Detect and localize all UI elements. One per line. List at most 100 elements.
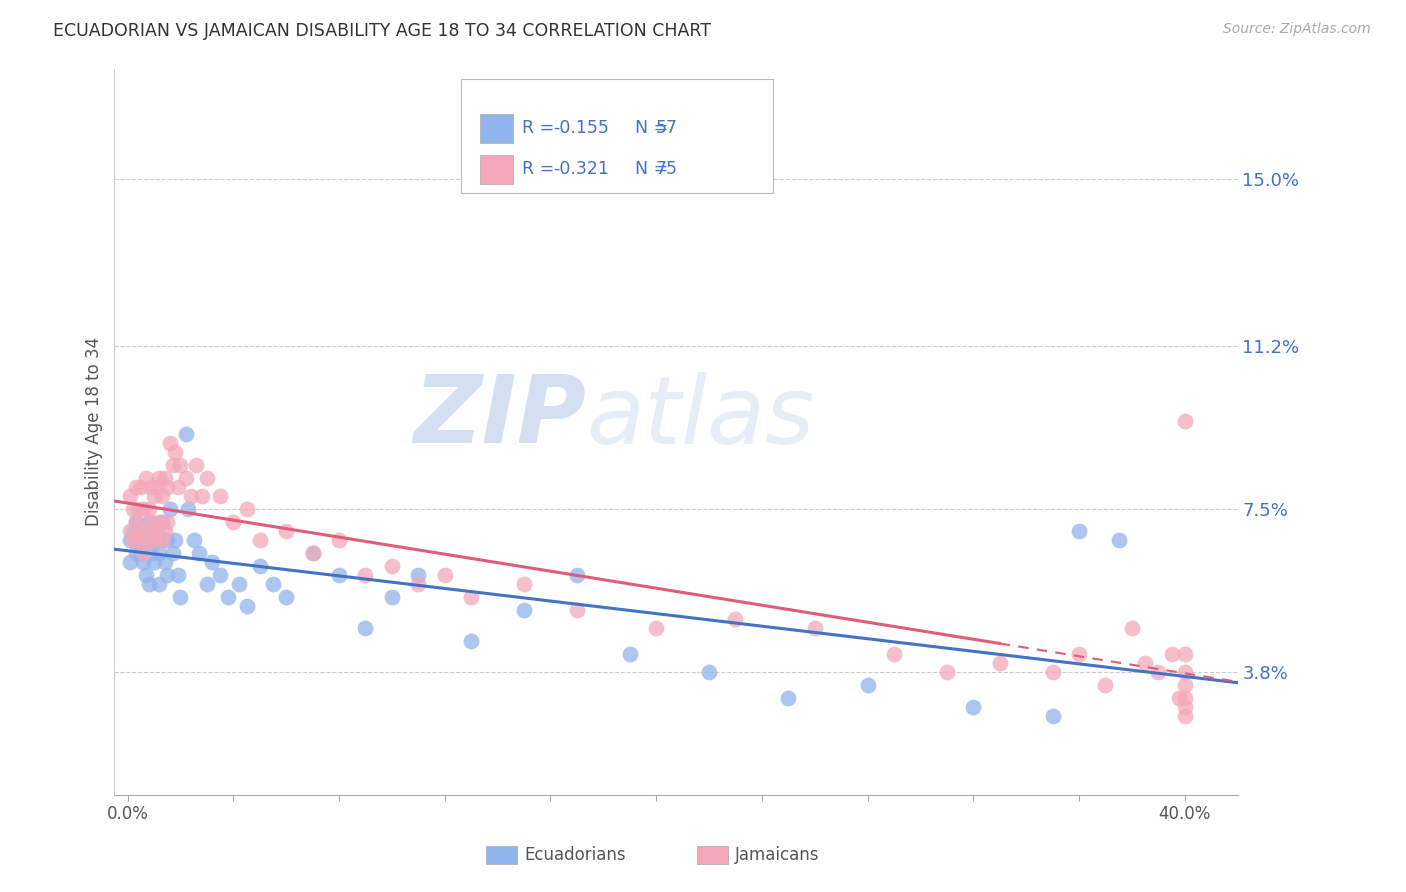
Point (354, 568, 377, 582)
Point (143, 555, 166, 569)
Point (276, 524, 298, 538)
Point (124, 515, 146, 529)
Point (1174, 700, 1197, 714)
Point (935, 665, 957, 679)
Text: ECUADORIAN VS JAMAICAN DISABILITY AGE 18 TO 34 CORRELATION CHART: ECUADORIAN VS JAMAICAN DISABILITY AGE 18… (53, 22, 711, 40)
Point (1168, 691, 1191, 706)
Point (159, 501, 181, 516)
Point (195, 471, 218, 485)
Point (143, 524, 166, 538)
Point (150, 489, 173, 503)
Point (962, 700, 984, 714)
Point (135, 568, 157, 582)
Point (177, 501, 200, 516)
Point (433, 568, 456, 582)
Point (138, 576, 160, 591)
Point (301, 546, 323, 560)
Point (127, 533, 149, 547)
Point (222, 515, 245, 529)
Point (328, 533, 350, 547)
Text: Jamaicans: Jamaicans (735, 847, 820, 864)
Text: 57: 57 (657, 120, 678, 137)
Point (153, 524, 176, 538)
Point (153, 471, 176, 485)
Point (138, 515, 160, 529)
Text: atlas: atlas (586, 372, 814, 463)
Point (565, 568, 588, 582)
Point (697, 665, 720, 679)
Point (145, 480, 167, 494)
Point (127, 501, 149, 516)
Point (209, 568, 232, 582)
Point (1067, 647, 1090, 661)
Point (883, 647, 905, 661)
Point (180, 489, 202, 503)
Point (217, 590, 239, 604)
Point (165, 444, 187, 458)
Point (120, 489, 142, 503)
Point (408, 568, 430, 582)
Point (513, 576, 536, 591)
Text: -0.155: -0.155 (554, 120, 609, 137)
Y-axis label: Disability Age 18 to 34: Disability Age 18 to 34 (86, 337, 103, 526)
Point (145, 533, 167, 547)
Text: N =: N = (624, 161, 673, 178)
Point (249, 533, 271, 547)
Point (127, 533, 149, 547)
Point (165, 533, 187, 547)
Point (619, 647, 641, 661)
Point (150, 533, 173, 547)
Point (156, 515, 179, 529)
Point (1174, 665, 1197, 679)
Point (249, 559, 271, 574)
Point (143, 533, 166, 547)
Point (169, 458, 191, 472)
Point (856, 678, 879, 692)
Point (132, 555, 155, 569)
Point (120, 533, 142, 547)
Point (150, 515, 173, 529)
Point (153, 555, 176, 569)
Point (1174, 414, 1197, 428)
Point (138, 533, 160, 547)
Point (195, 576, 218, 591)
Point (1108, 533, 1130, 547)
Point (190, 489, 212, 503)
Point (162, 546, 184, 560)
Point (1094, 678, 1116, 692)
Point (148, 471, 170, 485)
Point (1174, 678, 1197, 692)
Point (174, 427, 197, 442)
Point (141, 515, 163, 529)
Point (166, 480, 188, 494)
Point (174, 471, 197, 485)
Text: ZIP: ZIP (413, 371, 586, 463)
Point (122, 501, 145, 516)
Point (1174, 708, 1197, 723)
Point (141, 480, 163, 494)
Point (122, 524, 145, 538)
Point (209, 489, 232, 503)
Point (162, 458, 184, 472)
Point (803, 621, 825, 635)
Point (354, 621, 377, 635)
Point (129, 524, 152, 538)
Point (188, 546, 211, 560)
Point (1174, 691, 1197, 706)
Point (235, 501, 257, 516)
Point (132, 546, 155, 560)
Point (228, 576, 250, 591)
Point (145, 524, 167, 538)
Point (124, 515, 146, 529)
Point (276, 590, 298, 604)
Text: Ecuadorians: Ecuadorians (524, 847, 626, 864)
Point (148, 515, 170, 529)
Text: N =: N = (624, 120, 673, 137)
Point (460, 590, 482, 604)
Point (120, 555, 142, 569)
Point (186, 458, 208, 472)
Text: R =: R = (523, 161, 560, 178)
Point (166, 568, 188, 582)
Point (148, 546, 170, 560)
Text: 75: 75 (657, 161, 678, 178)
